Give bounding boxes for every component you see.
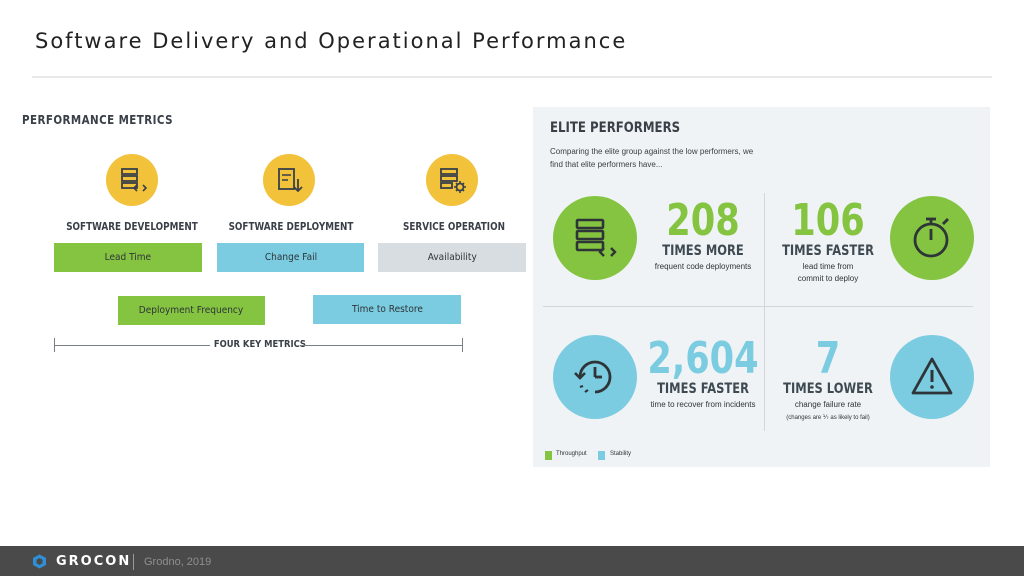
legend-throughput-swatch [545,451,552,460]
four-key-metrics-label: FOUR KEY METRICS [213,339,306,350]
bracket-right-tick [462,338,463,352]
bracket-left-line [54,345,210,346]
metric-time-to-restore-label: Time to Restore [351,304,423,315]
warning-icon [890,335,974,419]
stat-failure-desc: change failure rate [794,400,862,409]
metric-change-fail-label: Change Fail [264,252,317,263]
stat-failure-unit: TIMES LOWER [783,381,873,397]
metric-deployment-frequency-label: Deployment Frequency [139,305,244,316]
stat-deploy-unit: TIMES MORE [662,243,744,259]
deploy-document-icon [263,154,315,206]
footer-location-year: Grodno, 2019 [144,556,212,568]
category-software-deployment: SOFTWARE DEPLOYMENT [228,221,354,233]
stat-deploy-desc: frequent code deployments [654,262,752,271]
title-divider [32,76,992,78]
stopwatch-icon [890,196,974,280]
clock-restore-icon [553,335,637,419]
metric-time-to-restore: Time to Restore [313,295,461,324]
stat-leadtime-number: 106 [791,195,865,246]
elite-intro-text: Comparing the elite group against the lo… [550,147,754,169]
slide-title: Software Delivery and Operational Perfor… [35,29,628,53]
stat-leadtime-desc-line1: lead time from [802,262,854,271]
server-gear-icon [426,154,478,206]
grocon-logo-icon [32,554,47,569]
metric-availability-label: Availability [427,252,477,263]
legend-throughput-label: Throughput [556,451,587,457]
footer-brand: GROCON [56,554,132,569]
stat-deploy-number: 208 [666,195,740,246]
quadrant-vertical-divider [764,193,765,431]
stat-failure-number: 7 [815,333,841,384]
code-server-icon [553,196,637,280]
stat-recover-desc: time to recover from incidents [650,400,756,409]
code-server-icon [106,154,158,206]
metric-lead-time: Lead Time [54,243,202,272]
bracket-right-line [300,345,462,346]
elite-performers-title: ELITE PERFORMERS [550,120,681,136]
stat-failure-note: (changes are ⅐ as likely to fail) [786,415,870,421]
stat-leadtime-desc-line2: commit to deploy [797,274,859,283]
legend-stability-swatch [598,451,605,460]
footer-bar: GROCON Grodno, 2019 [0,546,1024,576]
elite-performers-panel: ELITE PERFORMERS Comparing the elite gro… [533,107,990,467]
metric-deployment-frequency: Deployment Frequency [118,296,265,325]
metric-availability: Availability [378,243,526,272]
stat-leadtime-unit: TIMES FASTER [782,243,874,259]
category-software-development: SOFTWARE DEVELOPMENT [66,221,198,233]
stat-leadtime-desc: lead time from commit to deploy [763,261,893,285]
legend-stability-label: Stability [610,451,632,457]
quadrant-horizontal-divider [543,306,973,307]
metric-lead-time-label: Lead Time [104,252,152,263]
stat-recover-unit: TIMES FASTER [657,381,749,397]
metric-change-fail: Change Fail [217,243,364,272]
performance-metrics-title: PERFORMANCE METRICS [22,113,173,127]
stat-recover-number: 2,604 [647,333,759,384]
category-service-operation: SERVICE OPERATION [403,221,505,233]
footer-separator [133,554,134,570]
